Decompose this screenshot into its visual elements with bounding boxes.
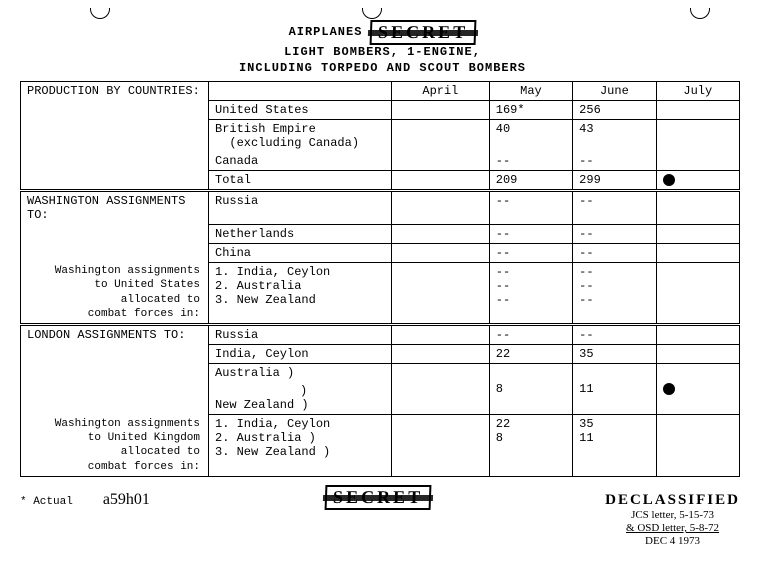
col-april: April <box>392 82 490 101</box>
section-washington: WASHINGTON ASSIGNMENTS TO: <box>21 191 209 225</box>
section-production: PRODUCTION BY COUNTRIES: <box>21 82 209 101</box>
table-row: India, Ceylon 22 35 <box>21 345 740 364</box>
table-row: WASHINGTON ASSIGNMENTS TO: Russia -- -- <box>21 191 740 225</box>
table-row: LONDON ASSIGNMENTS TO: Russia -- -- <box>21 325 740 345</box>
dot-marker <box>663 174 675 186</box>
data-table: PRODUCTION BY COUNTRIES: April May June … <box>20 81 740 477</box>
header-line2: INCLUDING TORPEDO AND SCOUT BOMBERS <box>20 61 745 75</box>
footnote-actual: * Actual <box>20 496 73 508</box>
col-july: July <box>656 82 739 101</box>
col-may: May <box>489 82 572 101</box>
table-row: Washington assignments to United States … <box>21 262 740 325</box>
secret-stamp-top: SECRET <box>370 20 477 45</box>
section-london: LONDON ASSIGNMENTS TO: <box>21 325 209 345</box>
footer: * Actual a59h01 SECRET DECLASSIFIED JCS … <box>20 491 740 549</box>
dot-marker <box>663 383 675 395</box>
table-row: United States 169* 256 <box>21 101 740 120</box>
secret-stamp-bottom: SECRET <box>324 485 431 510</box>
header-line1: LIGHT BOMBERS, 1-ENGINE, <box>20 45 745 59</box>
col-june: June <box>573 82 656 101</box>
declassified-stamp: DECLASSIFIED JCS letter, 5-15-73 & OSD l… <box>605 491 740 549</box>
table-row: China -- -- <box>21 243 740 262</box>
table-row: Netherlands -- -- <box>21 224 740 243</box>
header-row: PRODUCTION BY COUNTRIES: April May June … <box>21 82 740 101</box>
table-row: Washington assignments to United Kingdom… <box>21 415 740 477</box>
table-row: Australia ) 8 11 <box>21 364 740 383</box>
header-airplanes: AIRPLANES <box>289 25 363 39</box>
handwritten-code: a59h01 <box>103 491 150 509</box>
